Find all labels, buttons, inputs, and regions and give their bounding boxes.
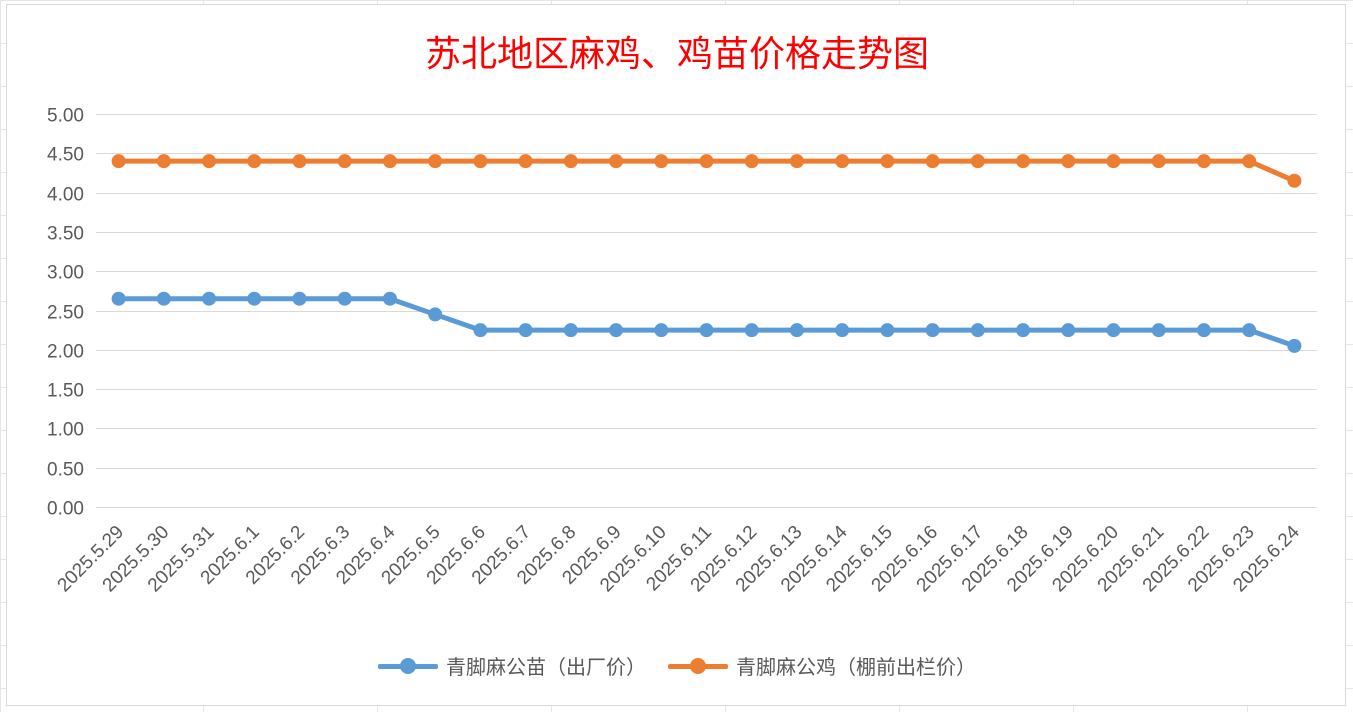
data-point bbox=[563, 154, 578, 169]
data-point bbox=[699, 154, 714, 169]
data-point bbox=[337, 291, 352, 306]
data-point bbox=[337, 154, 352, 169]
data-point bbox=[1242, 154, 1257, 169]
data-point bbox=[1061, 323, 1076, 338]
y-tick-label: 4.00 bbox=[47, 185, 84, 206]
data-point bbox=[1106, 154, 1121, 169]
data-point bbox=[925, 323, 940, 338]
data-point bbox=[1196, 323, 1211, 338]
data-point bbox=[970, 154, 985, 169]
data-point bbox=[111, 154, 126, 169]
data-point bbox=[202, 291, 217, 306]
y-tick-label: 0.50 bbox=[47, 460, 84, 481]
y-tick-label: 1.00 bbox=[47, 420, 84, 441]
data-point bbox=[1106, 323, 1121, 338]
data-point bbox=[518, 154, 533, 169]
series-line bbox=[116, 296, 1297, 349]
data-point bbox=[111, 291, 126, 306]
data-point bbox=[789, 154, 804, 169]
data-point bbox=[473, 323, 488, 338]
data-point bbox=[156, 291, 171, 306]
data-point bbox=[880, 154, 895, 169]
chart-title: 苏北地区麻鸡、鸡苗价格走势图 bbox=[424, 34, 929, 75]
legend-label-rooster: 青脚麻公鸡（棚前出栏价） bbox=[736, 655, 976, 679]
data-point bbox=[1151, 154, 1166, 169]
legend-marker-orange bbox=[668, 655, 728, 677]
data-point bbox=[1196, 154, 1211, 169]
legend-item-rooster: 青脚麻公鸡（棚前出栏价） bbox=[668, 651, 976, 680]
data-point bbox=[789, 323, 804, 338]
data-point bbox=[609, 323, 624, 338]
data-point bbox=[835, 323, 850, 338]
data-point bbox=[1016, 323, 1031, 338]
y-tick-label: 3.50 bbox=[47, 224, 84, 245]
chart-legend: 青脚麻公苗（出厂价） 青脚麻公鸡（棚前出栏价） bbox=[7, 651, 1347, 680]
data-point bbox=[1061, 154, 1076, 169]
data-point bbox=[1287, 338, 1302, 353]
data-point bbox=[654, 154, 669, 169]
data-point bbox=[428, 154, 443, 169]
data-point bbox=[292, 291, 307, 306]
data-point bbox=[654, 323, 669, 338]
y-tick-label: 5.00 bbox=[47, 106, 84, 127]
data-point bbox=[1242, 323, 1257, 338]
legend-item-seedling: 青脚麻公苗（出厂价） bbox=[378, 651, 646, 680]
data-point bbox=[292, 154, 307, 169]
y-tick-label: 1.50 bbox=[47, 381, 84, 402]
y-tick-label: 3.00 bbox=[47, 263, 84, 284]
data-point bbox=[563, 323, 578, 338]
data-point bbox=[247, 154, 262, 169]
data-point bbox=[970, 323, 985, 338]
y-tick-label: 2.50 bbox=[47, 303, 84, 324]
data-point bbox=[1016, 154, 1031, 169]
data-point bbox=[382, 291, 397, 306]
y-tick-label: 4.50 bbox=[47, 145, 84, 166]
y-tick-label: 0.00 bbox=[47, 499, 84, 520]
data-point bbox=[156, 154, 171, 169]
data-point bbox=[473, 154, 488, 169]
chart-area[interactable]: 苏北地区麻鸡、鸡苗价格走势图 0.00 0.50 1.00 1.50 2.00 2.50 3… bbox=[6, 4, 1346, 706]
data-point bbox=[428, 307, 443, 322]
data-point bbox=[744, 154, 759, 169]
data-point bbox=[925, 154, 940, 169]
data-point bbox=[835, 154, 850, 169]
data-point bbox=[609, 154, 624, 169]
legend-marker-blue bbox=[378, 655, 438, 677]
line-chart: 0.00 0.50 1.00 1.50 2.00 2.50 3.00 3.50 4.00 4.50… bbox=[47, 106, 1317, 596]
y-tick-label: 2.00 bbox=[47, 342, 84, 363]
data-point bbox=[518, 323, 533, 338]
data-point bbox=[382, 154, 397, 169]
data-point bbox=[202, 154, 217, 169]
data-point bbox=[880, 323, 895, 338]
legend-label-seedling: 青脚麻公苗（出厂价） bbox=[446, 655, 646, 679]
data-point bbox=[744, 323, 759, 338]
data-point bbox=[247, 291, 262, 306]
data-point bbox=[699, 323, 714, 338]
data-point bbox=[1151, 323, 1166, 338]
data-point bbox=[1287, 173, 1302, 188]
